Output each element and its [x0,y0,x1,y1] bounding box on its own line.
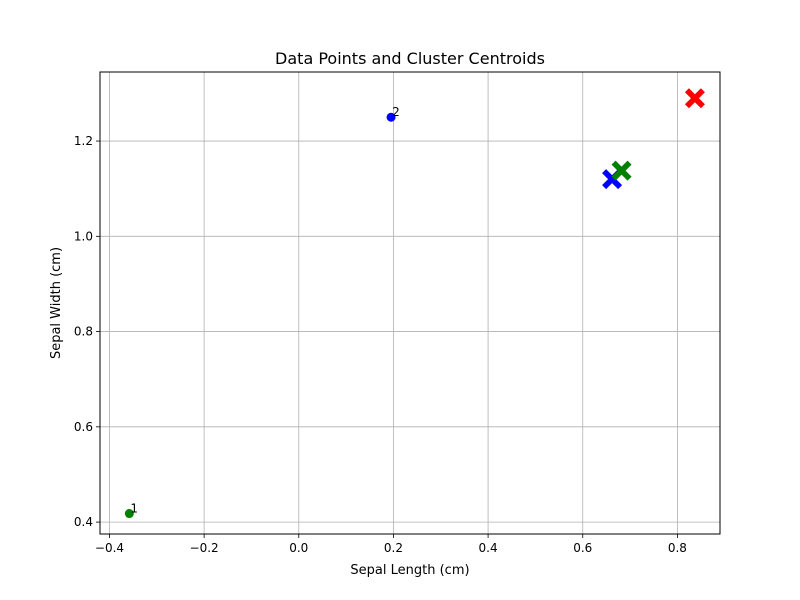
data-point-label: 1 [130,502,138,516]
x-axis-label: Sepal Length (cm) [350,563,469,578]
chart-title: Data Points and Cluster Centroids [275,49,545,68]
centroid-marker [611,160,632,181]
y-tick-label: 0.6 [74,420,93,434]
data-point [386,112,396,122]
data-point-label: 2 [392,105,400,119]
x-tick-label: 0.6 [573,541,592,555]
x-tick-label: 0.8 [668,541,687,555]
centroid-marker [684,88,705,109]
x-tick-label: −0.2 [190,541,219,555]
y-tick-label: 1.2 [74,134,93,148]
plot-frame [99,71,721,535]
y-tick-label: 0.4 [74,515,93,529]
data-point [124,509,134,519]
y-axis-label: Sepal Width (cm) [49,247,64,359]
y-axis-ticks: 0.4 0.6 0.8 1.0 1.2 [74,134,100,529]
x-axis-ticks: −0.4 −0.2 0.0 0.2 0.4 0.6 0.8 [95,534,687,555]
centroid-markers [602,88,705,190]
y-tick-label: 1.0 [74,229,93,243]
x-tick-label: 0.0 [289,541,308,555]
x-tick-label: −0.4 [95,541,124,555]
grid [100,72,720,534]
y-tick-label: 0.8 [74,325,93,339]
x-tick-label: 0.2 [384,541,403,555]
x-tick-label: 0.4 [479,541,498,555]
data-points: 12 [124,105,400,519]
